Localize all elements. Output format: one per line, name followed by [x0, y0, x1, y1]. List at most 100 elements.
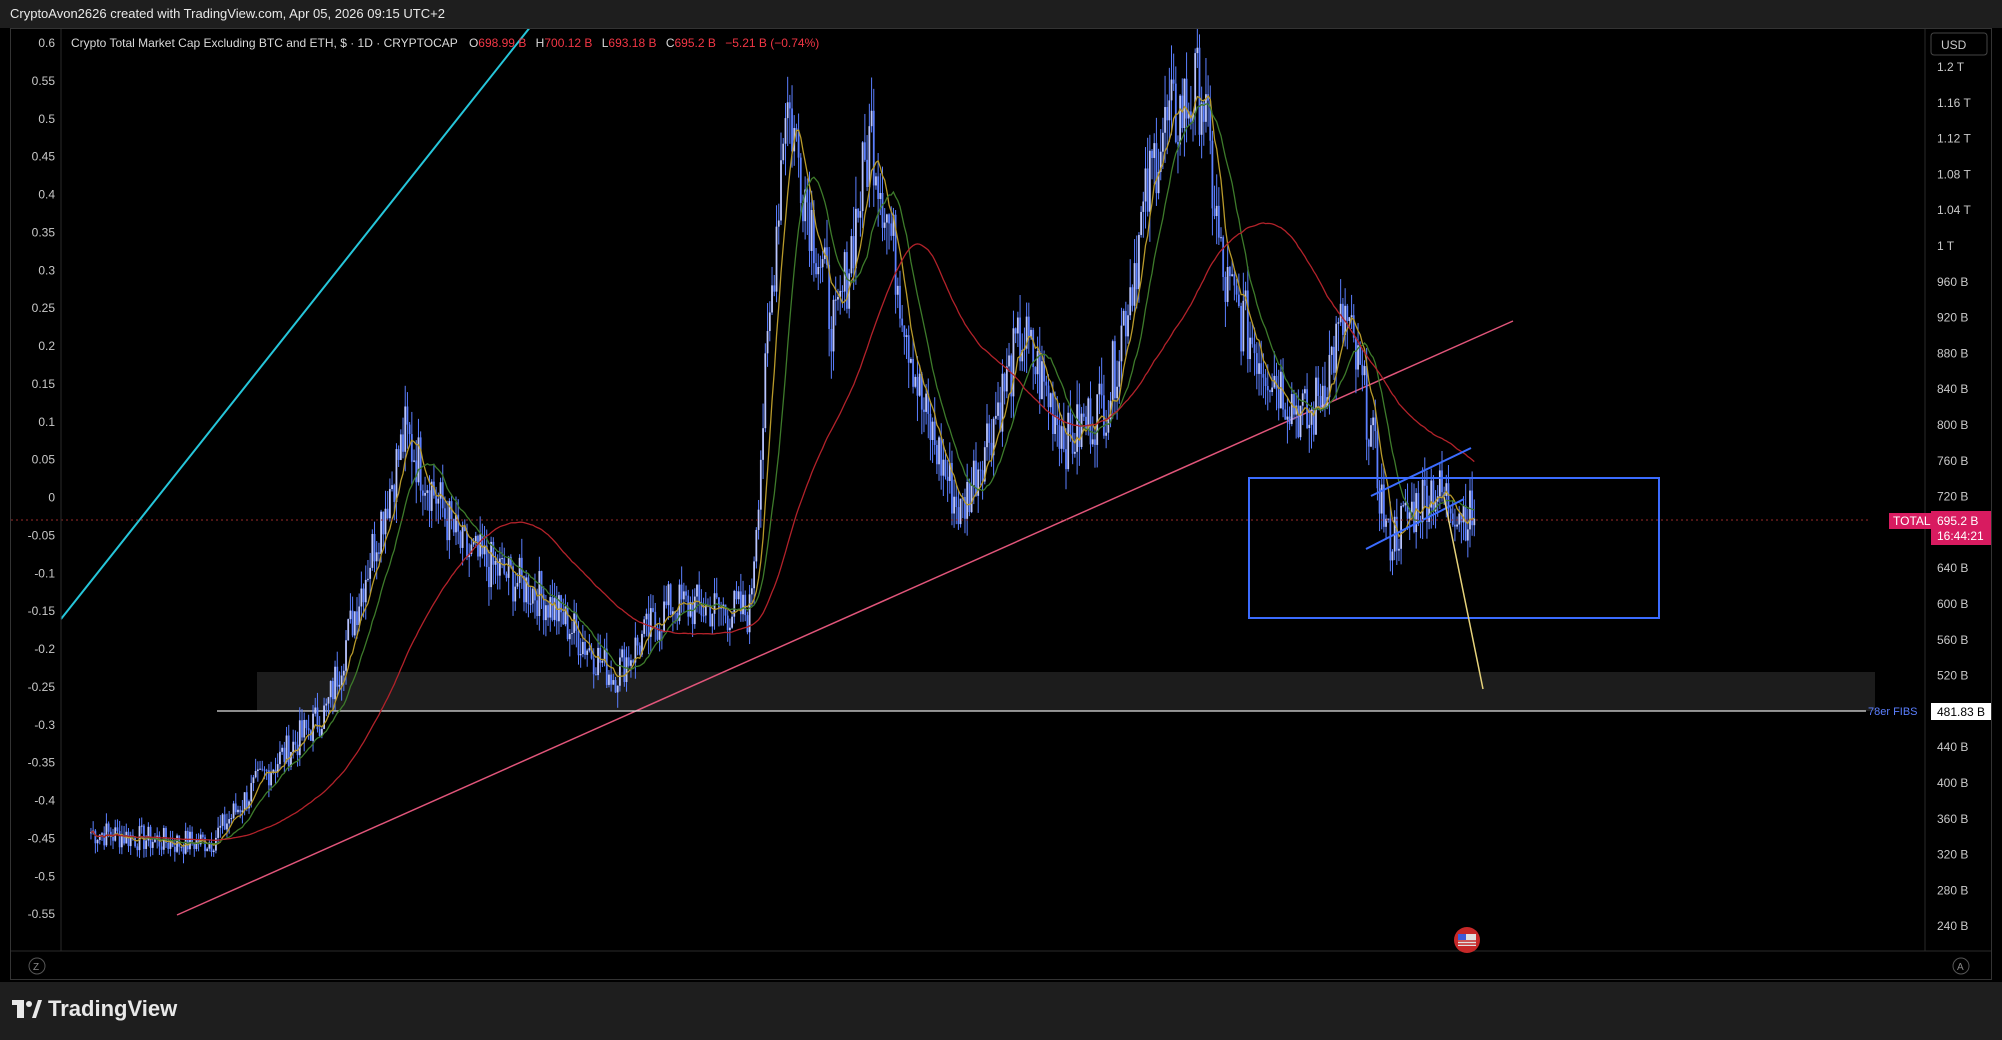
- projection-line[interactable]: [1443, 496, 1484, 690]
- candle-body: [1041, 361, 1043, 400]
- ma-medium-line: [90, 103, 1475, 845]
- candle-body: [90, 832, 92, 834]
- candle-body: [287, 735, 290, 767]
- auto-scale-button[interactable]: A: [1952, 957, 1970, 975]
- left-axis[interactable]: 0.6 0.55 0.5 0.45 0.4 0.35 0.3 0.25 0.2 0.15 0.1 0.…: [28, 36, 56, 921]
- candle-body: [165, 828, 167, 843]
- drawings[interactable]: [60, 29, 1866, 916]
- candle-body: [594, 674, 597, 676]
- candle-body: [417, 437, 420, 483]
- candle-body: [850, 236, 853, 274]
- candle-body: [1352, 315, 1355, 338]
- candle-body: [854, 208, 857, 269]
- candle-body: [103, 833, 106, 846]
- candle-body: [1231, 274, 1234, 277]
- candle-body: [784, 118, 787, 144]
- currency-button[interactable]: USD: [1930, 32, 1988, 56]
- channel-upper-line[interactable]: [1370, 447, 1472, 497]
- candle-body: [1220, 237, 1222, 239]
- candle-body: [830, 328, 833, 352]
- candle-body: [857, 208, 860, 218]
- fib-tag: 78er FIBS 481.83 B: [1868, 703, 1991, 720]
- candle-body: [970, 485, 973, 513]
- candle-body: [1284, 409, 1287, 420]
- candle-body: [364, 579, 367, 603]
- candle-body: [1226, 266, 1229, 302]
- overlay-drawings[interactable]: [1248, 447, 1660, 690]
- candle-body: [590, 648, 593, 659]
- candle-body: [704, 605, 707, 616]
- candle-body: [1462, 505, 1465, 523]
- candle-body: [1378, 488, 1381, 514]
- candle-body: [1382, 484, 1385, 527]
- candle-body: [525, 577, 528, 603]
- cyan-trendline[interactable]: [60, 29, 535, 620]
- candle-body: [1016, 317, 1019, 334]
- candle-body: [1244, 290, 1247, 301]
- target-box[interactable]: [1248, 477, 1660, 619]
- candle-body: [1372, 417, 1375, 426]
- symbol-legend[interactable]: Crypto Total Market Cap Excluding BTC an…: [71, 36, 819, 50]
- candle-body: [992, 418, 995, 456]
- channel-lower-line[interactable]: [1365, 498, 1465, 550]
- timezone-button[interactable]: Z: [28, 957, 46, 975]
- candle-body: [109, 831, 112, 837]
- candle-body: [1166, 107, 1169, 121]
- candle-body: [472, 541, 475, 545]
- candle-body: [560, 595, 563, 613]
- candle-body: [1367, 439, 1370, 447]
- right-axis[interactable]: 1.2 T 1.16 T 1.12 T 1.08 T 1.04 T 1 T 960 B 920…: [1937, 60, 1971, 933]
- candle-body: [147, 826, 150, 841]
- price-chart[interactable]: 0.6 0.55 0.5 0.45 0.4 0.35 0.3 0.25 0.2 0.15 0.1 0.…: [11, 29, 1991, 979]
- candle-body: [1008, 355, 1010, 367]
- candle-body: [979, 469, 982, 471]
- candle-body: [1255, 353, 1258, 374]
- candle-body: [1100, 383, 1103, 396]
- candle-body: [1421, 479, 1424, 523]
- candle-body: [331, 681, 334, 700]
- candle-body: [1076, 404, 1079, 452]
- candle-body: [384, 508, 387, 535]
- candle-body: [959, 498, 962, 525]
- candle-body: [702, 615, 705, 617]
- candle-body: [870, 110, 873, 127]
- price-tag-symbol: TOTAL3: [1893, 514, 1938, 528]
- candle-body: [457, 514, 460, 532]
- candle-body: [1032, 329, 1035, 368]
- candle-body: [875, 176, 877, 186]
- candle-body: [1174, 83, 1177, 143]
- candle-body: [764, 353, 767, 429]
- candle-body: [797, 131, 800, 158]
- candle-body: [817, 266, 820, 275]
- candle-body: [1308, 424, 1311, 429]
- candle-body: [896, 285, 899, 295]
- chart-area[interactable]: 0.6 0.55 0.5 0.45 0.4 0.35 0.3 0.25 0.2 0.15 0.1 0.…: [10, 28, 1992, 980]
- candle-body: [1021, 349, 1024, 362]
- candle-body: [1146, 168, 1149, 212]
- candle-body: [1140, 211, 1143, 235]
- right-axis-tick: 1 T: [1937, 239, 1955, 253]
- candle-body: [1215, 205, 1218, 217]
- candle-body: [468, 554, 471, 558]
- moving-averages: [90, 94, 1475, 848]
- candle-body: [1051, 393, 1054, 434]
- candle-body: [689, 602, 692, 617]
- candle-body: [1124, 310, 1127, 337]
- us-flag-icon[interactable]: [1454, 927, 1480, 953]
- candle-body: [669, 584, 672, 615]
- candle-body: [336, 666, 339, 687]
- candle-body: [540, 571, 543, 595]
- right-axis-tick: 640 B: [1937, 561, 1968, 575]
- right-axis-tick: 720 B: [1937, 490, 1968, 504]
- candle-body: [643, 619, 646, 634]
- candle-body: [981, 470, 984, 482]
- candle-body: [1449, 508, 1452, 514]
- candle-body: [1456, 524, 1458, 527]
- candle-body: [279, 751, 281, 765]
- tradingview-logo[interactable]: TradingView: [12, 996, 177, 1022]
- candle-body: [1211, 140, 1214, 209]
- candle-body: [808, 202, 811, 251]
- close-label: C: [666, 36, 675, 50]
- candle-body: [942, 459, 945, 476]
- attribution-text: CryptoAvon2626 created with TradingView.…: [10, 6, 445, 21]
